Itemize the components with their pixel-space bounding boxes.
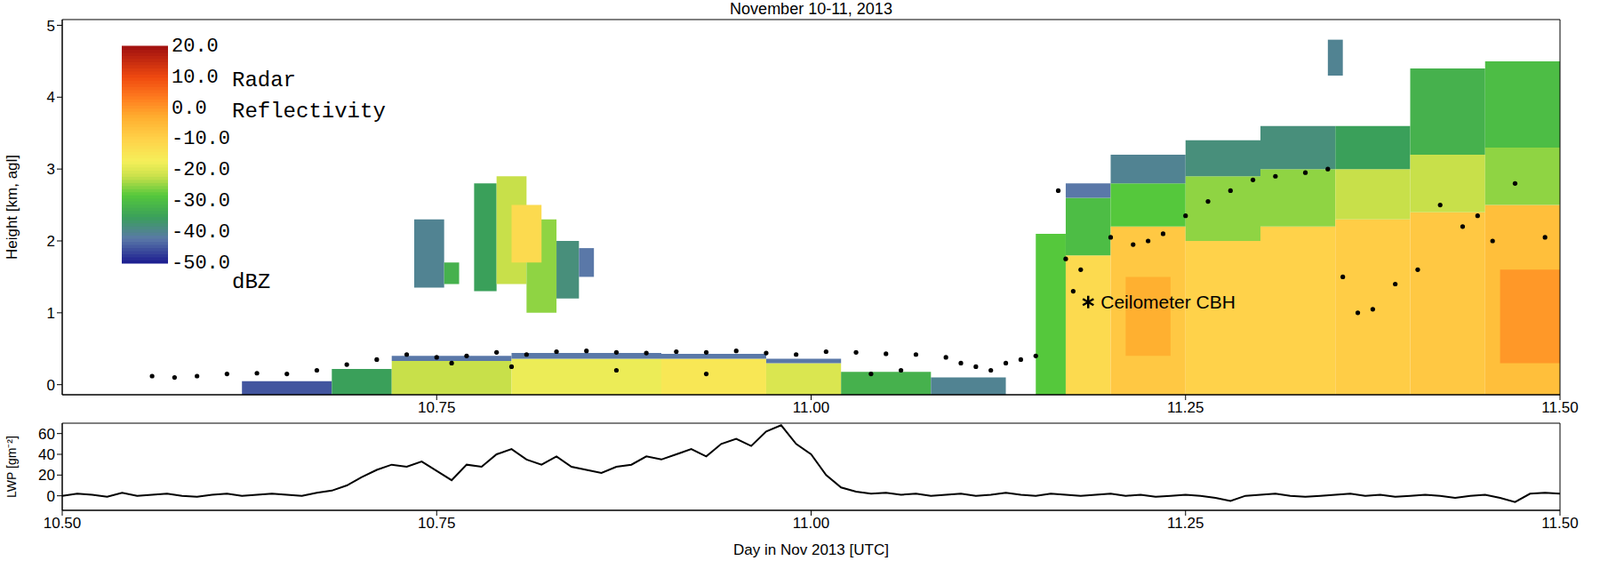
svg-text:Ceilometer CBH: Ceilometer CBH (1100, 291, 1236, 312)
svg-text:Reflectivity: Reflectivity (232, 99, 386, 124)
svg-text:0: 0 (47, 488, 56, 505)
svg-text:11.00: 11.00 (792, 514, 830, 532)
svg-text:10.50: 10.50 (43, 514, 82, 532)
svg-text:4: 4 (47, 88, 56, 106)
svg-text:0.0: 0.0 (171, 97, 208, 120)
svg-text:-50.0: -50.0 (171, 252, 231, 275)
svg-text:-20.0: -20.0 (171, 159, 231, 182)
svg-text:5: 5 (47, 17, 56, 35)
svg-text:11.50: 11.50 (1541, 399, 1578, 416)
svg-text:20.0: 20.0 (171, 35, 219, 58)
svg-text:10.0: 10.0 (171, 66, 219, 89)
svg-text:Day in Nov 2013 [UTC]: Day in Nov 2013 [UTC] (733, 541, 889, 559)
svg-text:40: 40 (38, 446, 56, 464)
html-text:November 10-11, 2013: November 10-11, 2013 (729, 0, 893, 18)
svg-text:-10.0: -10.0 (171, 128, 231, 151)
svg-text:60: 60 (38, 425, 56, 443)
svg-text:Height [km, agl]: Height [km, agl] (3, 154, 21, 260)
svg-text:20: 20 (38, 466, 56, 484)
svg-text:-30.0: -30.0 (171, 190, 231, 213)
svg-text:1: 1 (47, 304, 56, 322)
svg-text:0: 0 (47, 376, 56, 394)
svg-text:Radar: Radar (232, 68, 296, 93)
svg-text:11.25: 11.25 (1167, 514, 1204, 532)
svg-text:10.75: 10.75 (417, 514, 456, 532)
svg-text:2: 2 (47, 232, 56, 250)
svg-text:11.25: 11.25 (1167, 399, 1204, 416)
svg-text:3: 3 (47, 160, 56, 178)
svg-text:LWP [gm⁻²]: LWP [gm⁻²] (4, 435, 19, 498)
svg-text:10.75: 10.75 (417, 399, 456, 416)
svg-text:-40.0: -40.0 (171, 221, 231, 244)
svg-text:11.00: 11.00 (792, 399, 830, 416)
svg-text:dBZ: dBZ (232, 270, 271, 295)
svg-text:11.50: 11.50 (1541, 514, 1578, 532)
